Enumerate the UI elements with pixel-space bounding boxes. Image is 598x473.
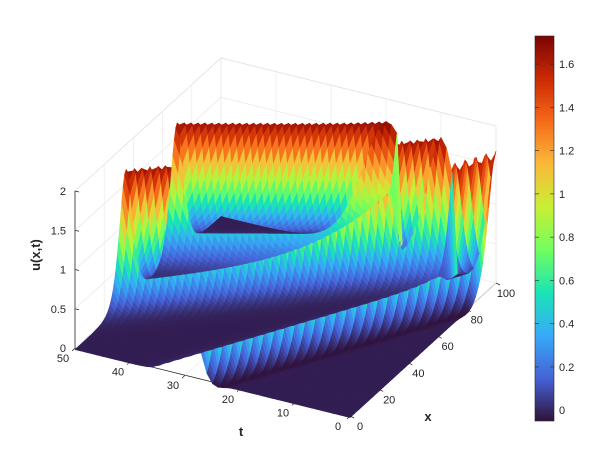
surface-plot	[74, 120, 497, 418]
